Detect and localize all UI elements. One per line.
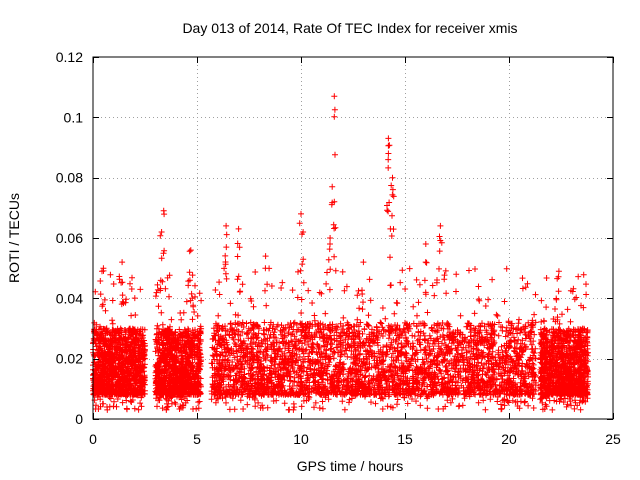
x-tick-label: 15 — [397, 431, 413, 447]
chart-title: Day 013 of 2014, Rate Of TEC Index for r… — [182, 20, 517, 36]
x-axis-label: GPS time / hours — [297, 458, 404, 474]
y-tick-label: 0 — [75, 411, 83, 427]
y-tick-label: 0.06 — [56, 230, 83, 246]
y-tick-label: 0.02 — [56, 351, 83, 367]
y-tick-label: 0.04 — [56, 290, 83, 306]
x-tick-label: 20 — [501, 431, 517, 447]
y-tick-label: 0.1 — [64, 109, 84, 125]
roti-points — [90, 93, 591, 413]
x-tick-label: 0 — [89, 431, 97, 447]
x-tick-label: 25 — [605, 431, 621, 447]
y-tick-label: 0.08 — [56, 170, 83, 186]
x-tick-label: 10 — [293, 431, 309, 447]
data-points — [90, 93, 591, 413]
x-tick-label: 5 — [193, 431, 201, 447]
y-tick-label: 0.12 — [56, 49, 83, 65]
axis-ticks — [93, 57, 614, 420]
tick-labels: 0 5 10 15 20 25 0 0.02 0.04 0.06 0.08 0.1 0.12 — [56, 49, 621, 447]
y-axis-label: ROTI / TECUs — [6, 193, 22, 283]
